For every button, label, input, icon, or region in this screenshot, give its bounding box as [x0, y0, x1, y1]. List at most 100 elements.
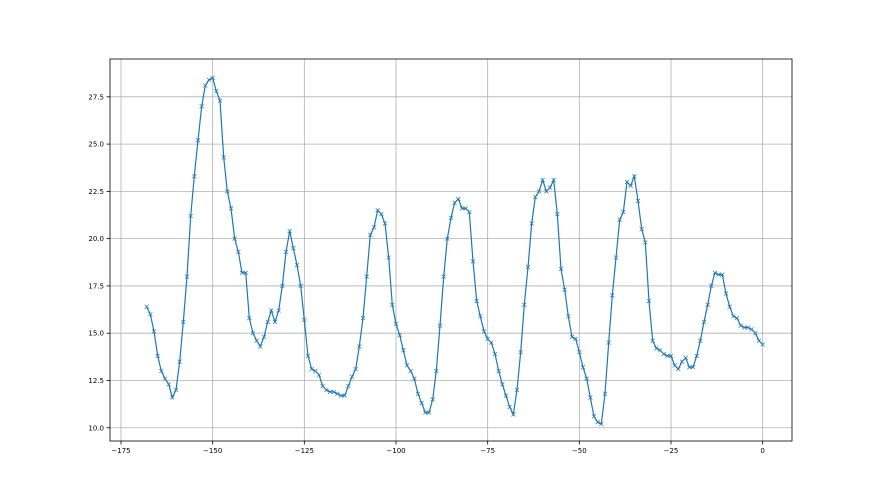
- data-point-marker: [364, 274, 369, 279]
- y-tick-label: 10.0: [88, 424, 104, 432]
- data-point-marker: [327, 389, 333, 395]
- data-point-marker: [533, 194, 538, 200]
- data-point-marker: [269, 308, 274, 313]
- y-tick-label: 15.0: [88, 330, 104, 338]
- data-point-marker: [331, 389, 336, 395]
- data-point-marker: [360, 315, 366, 321]
- data-point-marker: [408, 368, 413, 374]
- y-tick-label: 25.0: [88, 141, 104, 149]
- data-point-marker: [342, 393, 347, 398]
- data-point-marker: [518, 349, 523, 355]
- data-point-marker: [302, 317, 307, 323]
- data-point-marker: [423, 410, 428, 415]
- y-tick-label: 17.5: [88, 282, 104, 290]
- data-point-marker: [287, 228, 292, 234]
- data-point-marker: [525, 264, 531, 270]
- data-point-marker: [148, 312, 153, 317]
- data-point-marker: [434, 368, 439, 374]
- data-point-marker: [738, 323, 743, 328]
- data-point-marker: [192, 174, 197, 179]
- data-point-marker: [371, 225, 377, 230]
- data-point-marker: [426, 410, 432, 415]
- data-point-marker: [690, 365, 696, 370]
- data-point-marker: [672, 363, 677, 368]
- data-point-marker: [573, 336, 578, 342]
- data-point-marker: [547, 185, 553, 190]
- data-point-marker: [481, 329, 487, 334]
- data-point-marker: [613, 255, 619, 260]
- data-point-marker: [503, 393, 509, 398]
- data-point-marker: [247, 315, 252, 321]
- data-point-marker: [624, 179, 630, 185]
- x-tick-label: −175: [111, 447, 130, 455]
- x-tick-label: −125: [295, 447, 314, 455]
- data-point-marker: [635, 198, 641, 204]
- y-tick-label: 27.5: [88, 93, 104, 101]
- data-point-marker: [181, 319, 186, 325]
- data-point-marker: [540, 177, 545, 183]
- data-point-marker: [375, 208, 380, 213]
- data-point-marker: [283, 249, 289, 255]
- data-point-marker: [745, 325, 751, 330]
- data-point-marker: [580, 365, 586, 370]
- data-point-marker: [459, 206, 465, 211]
- data-point-marker: [500, 382, 505, 387]
- data-point-marker: [474, 298, 479, 304]
- data-point-marker: [536, 189, 542, 194]
- data-point-marker: [760, 342, 765, 347]
- data-point-marker: [687, 365, 692, 370]
- data-point-marker: [643, 240, 648, 245]
- data-point-marker: [170, 395, 175, 400]
- data-point-marker: [250, 330, 256, 336]
- data-point-marker: [430, 397, 435, 402]
- data-point-marker: [683, 355, 688, 361]
- data-point-marker: [265, 319, 270, 325]
- data-point-marker: [258, 344, 263, 349]
- data-point-marker: [335, 391, 340, 396]
- data-point-marker: [514, 387, 520, 393]
- data-point-marker: [324, 387, 329, 393]
- data-point-marker: [485, 336, 490, 342]
- data-point-marker: [507, 404, 512, 410]
- data-point-marker: [650, 338, 655, 344]
- data-point-marker: [199, 104, 204, 109]
- data-point-marker: [610, 293, 615, 298]
- data-point-marker: [225, 189, 230, 194]
- series-line: [144, 75, 765, 427]
- data-point-marker: [657, 347, 663, 353]
- data-point-marker: [529, 221, 534, 226]
- data-point-marker: [261, 334, 267, 340]
- data-point-marker: [723, 291, 729, 296]
- data-point-marker: [272, 319, 278, 325]
- y-tick-label: 12.5: [88, 377, 104, 385]
- data-point-marker: [705, 302, 710, 308]
- data-point-marker: [679, 359, 685, 364]
- data-point-marker: [203, 83, 208, 88]
- data-point-marker: [382, 221, 388, 226]
- grid: [110, 59, 792, 441]
- data-point-marker: [749, 327, 754, 332]
- data-point-marker: [709, 283, 714, 289]
- data-point-marker: [661, 351, 666, 357]
- data-point-marker: [720, 272, 725, 277]
- data-point-marker: [228, 206, 234, 211]
- data-point-marker: [173, 387, 179, 393]
- data-point-marker: [448, 215, 454, 221]
- data-point-marker: [665, 353, 670, 359]
- data-point-marker: [562, 287, 567, 292]
- data-point-marker: [551, 177, 556, 183]
- data-point-marker: [742, 325, 747, 330]
- data-point-marker: [159, 368, 164, 374]
- data-point-marker: [144, 304, 149, 309]
- data-point-marker: [599, 421, 604, 427]
- data-point-marker: [221, 155, 226, 160]
- data-point-marker: [280, 283, 285, 289]
- data-point-marker: [756, 338, 762, 344]
- data-point-marker: [632, 174, 637, 179]
- data-point-marker: [162, 376, 168, 381]
- data-point-marker: [177, 359, 182, 364]
- data-point-marker: [397, 332, 402, 338]
- data-point-marker: [606, 340, 611, 345]
- data-point-marker: [694, 353, 699, 359]
- data-point-marker: [731, 313, 736, 319]
